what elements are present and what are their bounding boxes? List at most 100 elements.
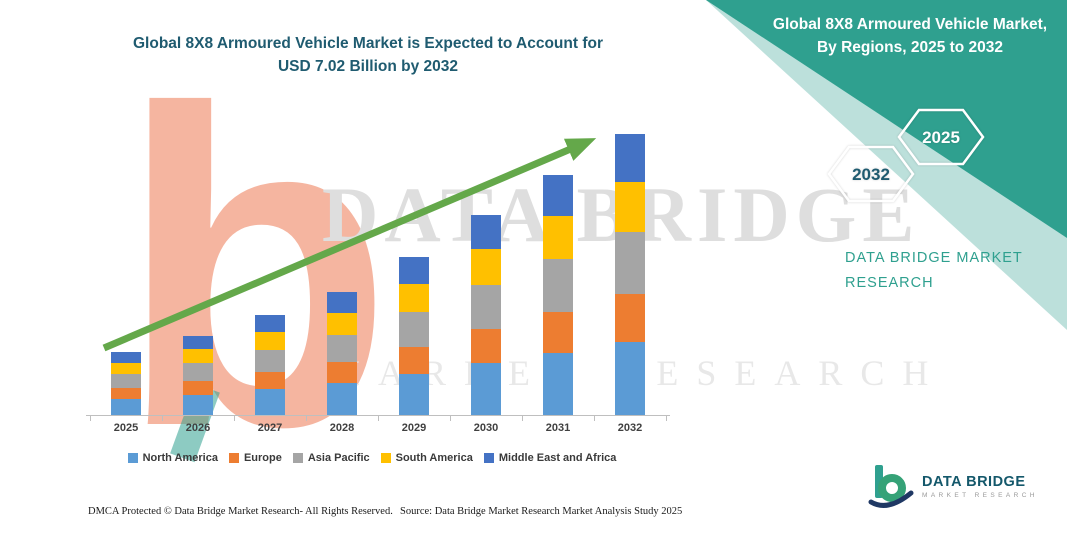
trend-arrow <box>102 138 597 352</box>
x-axis-ticks <box>90 416 668 421</box>
bar-column-2031 <box>522 115 594 415</box>
bar-column-2026 <box>162 115 234 415</box>
bar-segment-asia-pacific <box>183 363 213 381</box>
bars-row <box>90 115 666 415</box>
axis-tick <box>522 416 523 421</box>
bar-segment-asia-pacific <box>111 374 141 388</box>
stacked-bar <box>111 352 141 415</box>
axis-tick <box>450 416 451 421</box>
stacked-bar <box>255 315 285 415</box>
legend-item: Asia Pacific <box>292 452 370 464</box>
bar-segment-south-america <box>183 349 213 363</box>
source-note: Source: Data Bridge Market Research Mark… <box>400 506 683 517</box>
stacked-bar <box>183 336 213 415</box>
footer-logo: DATA BRIDGE MARKET RESEARCH <box>868 464 1038 508</box>
bar-segment-asia-pacific <box>543 259 573 312</box>
bar-segment-europe <box>183 381 213 395</box>
legend-item: Middle East and Africa <box>483 452 617 464</box>
bar-column-2030 <box>450 115 522 415</box>
bar-segment-europe <box>327 362 357 383</box>
hexagon-2025-label: 2025 <box>922 128 960 147</box>
bar-segment-middle-east-and-africa <box>399 257 429 284</box>
legend: North America Europe Asia Pacific South Ame… <box>72 452 672 464</box>
hexagon-2032-label: 2032 <box>852 165 890 184</box>
axis-tick <box>234 416 235 421</box>
bar-segment-north-america <box>615 342 645 415</box>
axis-tick <box>162 416 163 421</box>
legend-label: South America <box>395 452 473 464</box>
axis-tick <box>594 416 595 421</box>
bar-segment-europe <box>543 312 573 353</box>
legend-item: Europe <box>228 452 282 464</box>
legend-label: Europe <box>243 452 282 464</box>
x-tick-label: 2028 <box>329 422 355 434</box>
bar-segment-europe <box>471 329 501 363</box>
hexagon-badge-2025: 2025 <box>897 108 985 166</box>
legend-swatch <box>228 453 239 463</box>
bar-segment-south-america <box>111 363 141 374</box>
legend-swatch <box>127 453 138 463</box>
axis-tick <box>306 416 307 421</box>
bar-segment-europe <box>255 372 285 389</box>
bar-segment-asia-pacific <box>327 335 357 362</box>
bar-segment-middle-east-and-africa <box>111 352 141 363</box>
legend-item: North America <box>127 452 218 464</box>
plot-area <box>90 115 666 415</box>
bar-segment-europe <box>111 388 141 399</box>
x-tick-label: 2030 <box>473 422 499 434</box>
bar-segment-middle-east-and-africa <box>183 336 213 349</box>
side-brand-text: DATA BRIDGE MARKET RESEARCH <box>845 246 1023 295</box>
bar-segment-middle-east-and-africa <box>543 175 573 216</box>
bar-segment-north-america <box>399 374 429 415</box>
bar-segment-north-america <box>255 389 285 415</box>
bar-segment-asia-pacific <box>255 350 285 372</box>
stacked-bar <box>399 257 429 415</box>
legend-label: North America <box>142 452 218 464</box>
bar-segment-south-america <box>399 284 429 312</box>
stacked-bar <box>543 175 573 415</box>
bar-segment-south-america <box>327 313 357 335</box>
hexagon-outline <box>897 108 985 166</box>
legend-item: South America <box>380 452 473 464</box>
bar-segment-europe <box>615 294 645 342</box>
databridge-logo-icon <box>868 465 914 508</box>
x-axis-line <box>86 415 670 416</box>
bar-column-2032 <box>594 115 666 415</box>
bar-segment-asia-pacific <box>399 312 429 347</box>
legend-swatch <box>380 453 391 463</box>
bar-column-2029 <box>378 115 450 415</box>
hexagon-badge-2032: 2032 <box>827 145 915 203</box>
x-tick-label: 2031 <box>545 422 571 434</box>
x-tick-label: 2029 <box>401 422 427 434</box>
axis-tick <box>90 416 91 421</box>
hexagon-outline <box>827 145 915 203</box>
bar-segment-middle-east-and-africa <box>615 134 645 182</box>
legend-label: Middle East and Africa <box>498 452 617 464</box>
bar-column-2025 <box>90 115 162 415</box>
bar-segment-europe <box>399 347 429 374</box>
footer-logo-text: DATA BRIDGE MARKET RESEARCH <box>922 474 1038 499</box>
x-tick-label: 2027 <box>257 422 283 434</box>
legend-swatch <box>292 453 303 463</box>
side-brand-line1: DATA BRIDGE MARKET <box>845 250 1023 266</box>
trend-arrow-line <box>102 138 597 352</box>
bar-segment-north-america <box>471 363 501 415</box>
footer-logo-title: DATA BRIDGE <box>922 473 1026 490</box>
stacked-bar <box>327 292 357 415</box>
bar-column-2027 <box>234 115 306 415</box>
bar-segment-middle-east-and-africa <box>255 315 285 332</box>
legend-swatch <box>483 453 494 463</box>
bar-segment-south-america <box>471 249 501 285</box>
legend-label: Asia Pacific <box>307 452 370 464</box>
stacked-bar <box>471 215 501 415</box>
bar-segment-north-america <box>111 399 141 415</box>
axis-tick <box>378 416 379 421</box>
bar-segment-south-america <box>543 216 573 259</box>
brand-b-watermark: b <box>118 18 393 520</box>
bar-segment-asia-pacific <box>471 285 501 329</box>
x-tick-label: 2026 <box>185 422 211 434</box>
page-title-line1: Global 8X8 Armoured Vehicle Market is Ex… <box>132 35 603 52</box>
bar-segment-south-america <box>255 332 285 350</box>
side-brand-line2: RESEARCH <box>845 274 934 291</box>
